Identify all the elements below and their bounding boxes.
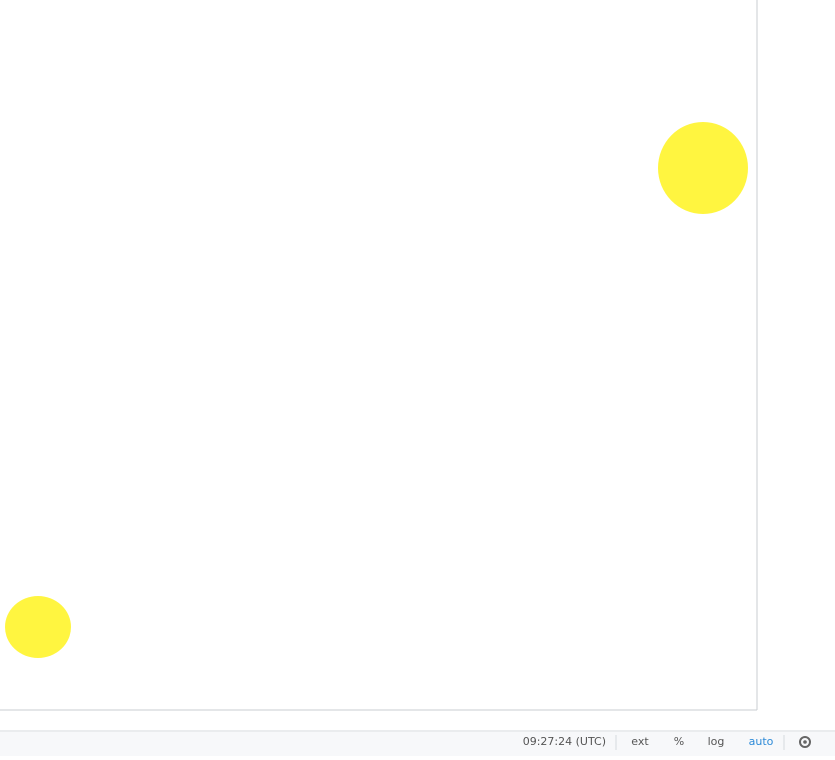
time-label: 09:27:24 (UTC)	[523, 735, 606, 748]
toolbar-button[interactable]: auto	[749, 735, 774, 748]
gear	[799, 736, 811, 748]
highlight-circle	[658, 122, 748, 214]
toolbar-button[interactable]: %	[674, 735, 684, 748]
highlight-circle	[5, 596, 71, 658]
gear-center	[803, 740, 807, 744]
settings-icon[interactable]	[799, 736, 811, 748]
toolbar-button[interactable]: ext	[631, 735, 649, 748]
toolbar	[0, 732, 835, 756]
toolbar-button[interactable]: log	[708, 735, 725, 748]
